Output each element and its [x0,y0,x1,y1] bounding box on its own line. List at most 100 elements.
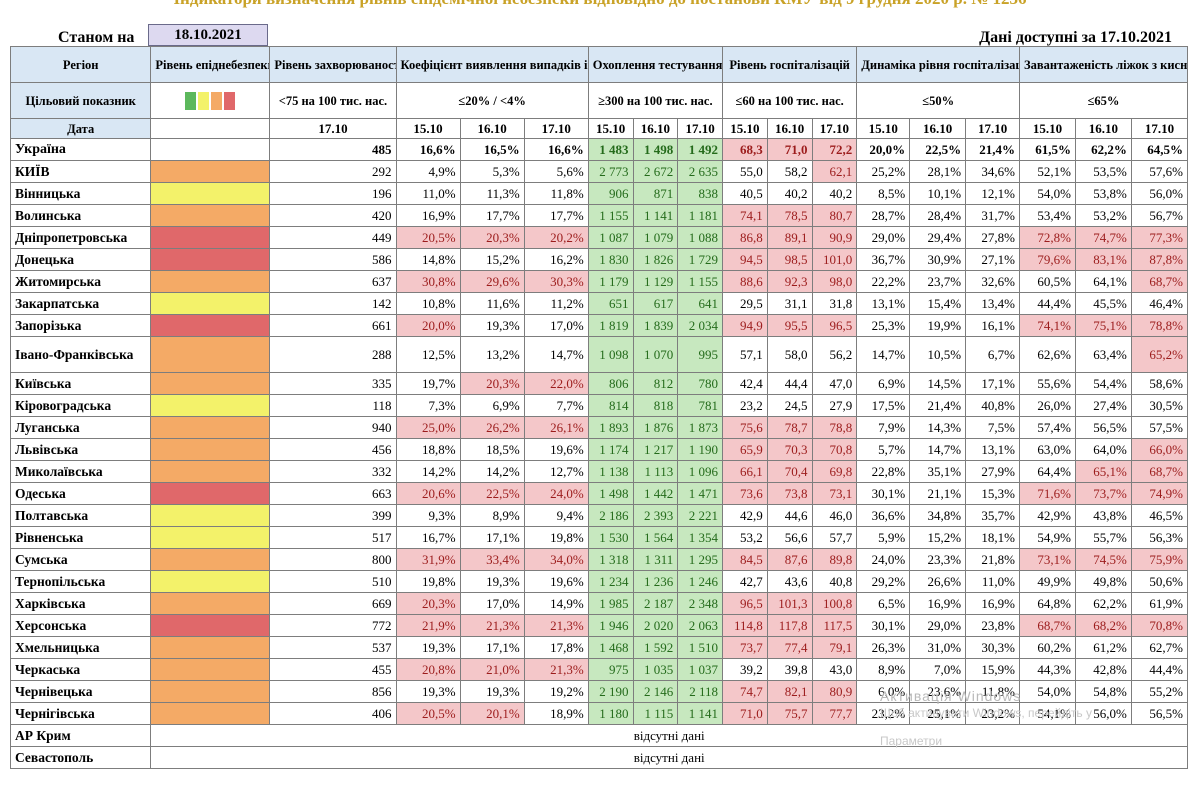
hosp-cell: 71,0 [722,702,768,725]
beds-cell: 63,4% [1074,336,1132,373]
target-beds: ≤65% [1019,82,1188,119]
dynamics-cell: 7,9% [856,416,911,439]
incidence-cell: 456 [269,438,397,461]
beds-cell: 42,8% [1074,658,1132,681]
date-beds-1: 15.10 [1019,118,1076,139]
hosp-cell: 100,8 [811,592,858,615]
date-dynamics-3: 17.10 [965,118,1021,139]
detection-cell: 8,9% [459,504,525,527]
detection-cell: 20,2% [523,226,589,249]
dynamics-cell: 30,1% [856,482,911,505]
beds-cell: 44,4% [1130,658,1189,681]
detection-cell: 16,5% [459,138,525,161]
detection-cell: 17,7% [459,204,525,227]
testing-cell: 2 063 [677,614,724,637]
level-cell [150,702,271,725]
region-row: Кіровоградська 118 7,3% 6,9% 7,7% 814 818 781 23… [9,394,1189,417]
testing-cell: 1 819 [587,314,634,337]
hosp-cell: 71,0 [766,138,813,161]
beds-cell: 46,5% [1130,504,1189,527]
target-hosp: ≤60 на 100 тис. нас. [722,82,858,119]
beds-cell: 68,7% [1130,270,1189,293]
testing-cell: 1 174 [587,438,634,461]
testing-cell: 1 129 [632,270,679,293]
beds-cell: 44,3% [1019,658,1076,681]
beds-cell: 55,7% [1074,526,1132,549]
beds-cell: 72,8% [1019,226,1076,249]
dynamics-cell: 6,7% [965,336,1021,373]
region-name: Полтавська [9,504,152,527]
detection-cell: 19,3% [459,570,525,593]
hosp-cell: 57,1 [722,336,768,373]
beds-cell: 27,4% [1074,394,1132,417]
beds-cell: 56,5% [1130,702,1189,725]
hosp-cell: 87,6 [766,548,813,571]
region-name: Черкаська [9,658,152,681]
detection-cell: 17,0% [523,314,589,337]
level-cell [150,680,271,703]
level-cell [150,504,271,527]
dynamics-cell: 17,5% [856,394,911,417]
beds-cell: 56,0% [1074,702,1132,725]
region-name: Житомирська [9,270,152,293]
hosp-cell: 23,2 [722,394,768,417]
incidence-cell: 288 [269,336,397,373]
hosp-cell: 74,1 [722,204,768,227]
incidence-cell: 663 [269,482,397,505]
detection-cell: 21,3% [459,614,525,637]
region-row: Закарпатська 142 10,8% 11,6% 11,2% 651 617 641 2… [9,292,1189,315]
testing-cell: 2 348 [677,592,724,615]
region-row: Дніпропетровська 449 20,5% 20,3% 20,2% 1 087 1… [9,226,1189,249]
testing-cell: 1 246 [677,570,724,593]
level-cell [150,182,271,205]
dynamics-cell: 29,2% [856,570,911,593]
incidence-cell: 292 [269,160,397,183]
region-name: Закарпатська [9,292,152,315]
dynamics-cell: 32,6% [965,270,1021,293]
detection-cell: 15,2% [459,248,525,271]
beds-cell: 63,0% [1019,438,1076,461]
testing-cell: 1 179 [587,270,634,293]
dynamics-cell: 23,7% [909,270,967,293]
beds-cell: 46,4% [1130,292,1189,315]
hosp-cell: 80,7 [811,204,858,227]
beds-cell: 73,7% [1074,482,1132,505]
testing-cell: 1 530 [587,526,634,549]
detection-cell: 20,3% [459,226,525,249]
detection-cell: 17,1% [459,526,525,549]
dynamics-cell: 26,3% [856,636,911,659]
hosp-cell: 40,5 [722,182,768,205]
detection-cell: 33,4% [459,548,525,571]
dynamics-cell: 13,4% [965,292,1021,315]
detection-cell: 20,6% [395,482,461,505]
target-detection: ≤20% / <4% [395,82,589,119]
testing-cell: 812 [632,372,679,395]
incidence-cell: 420 [269,204,397,227]
testing-cell: 1 234 [587,570,634,593]
hosp-cell: 57,7 [811,526,858,549]
hosp-cell: 31,1 [766,292,813,315]
testing-cell: 1 498 [632,138,679,161]
region-row: Сумська 800 31,9% 33,4% 34,0% 1 318 1 311 1 295… [9,548,1189,571]
beds-cell: 55,2% [1130,680,1189,703]
testing-cell: 814 [587,394,634,417]
testing-cell: 781 [677,394,724,417]
detection-cell: 9,3% [395,504,461,527]
testing-cell: 1 070 [632,336,679,373]
hosp-cell: 43,6 [766,570,813,593]
beds-cell: 62,6% [1019,336,1076,373]
hosp-cell: 40,2 [766,182,813,205]
dynamics-cell: 5,9% [856,526,911,549]
region-row: Черкаська 455 20,8% 21,0% 21,3% 975 1 035 1 037… [9,658,1189,681]
beds-cell: 53,8% [1074,182,1132,205]
beds-cell: 57,4% [1019,416,1076,439]
date-hosp-2: 16.10 [766,118,813,139]
incidence-cell: 586 [269,248,397,271]
dynamics-cell: 16,1% [965,314,1021,337]
beds-cell: 49,8% [1074,570,1132,593]
dynamics-cell: 29,4% [909,226,967,249]
beds-cell: 75,9% [1130,548,1189,571]
beds-cell: 45,5% [1074,292,1132,315]
hosp-cell: 68,3 [722,138,768,161]
detection-cell: 20,0% [395,314,461,337]
